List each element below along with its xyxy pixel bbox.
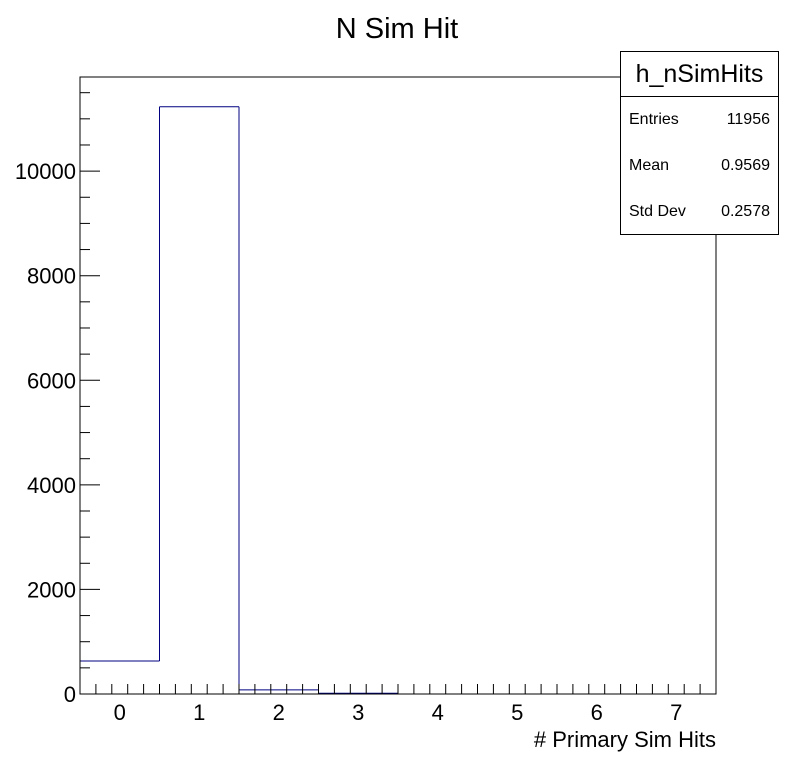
x-tick-label-2: 2	[273, 700, 285, 725]
stats-entries-label: Entries	[629, 111, 679, 128]
x-tick-label-6: 6	[591, 700, 603, 725]
stats-mean-label: Mean	[629, 157, 670, 174]
chart-title: N Sim Hit	[336, 13, 458, 45]
y-tick-label-10000: 10000	[15, 159, 76, 184]
y-tick-label-4000: 4000	[27, 473, 76, 498]
y-tick-label-6000: 6000	[27, 368, 76, 393]
stats-stddev-label: Std Dev	[629, 203, 686, 220]
x-tick-label-4: 4	[432, 700, 444, 725]
y-tick-label-0: 0	[64, 682, 76, 707]
stats-box: h_nSimHits Entries 11956 Mean 0.9569 Std…	[620, 51, 779, 235]
x-tick-label-1: 1	[193, 700, 205, 725]
x-tick-label-5: 5	[511, 700, 523, 725]
x-tick-label-0: 0	[114, 700, 126, 725]
stats-row-mean: Mean 0.9569	[621, 143, 778, 189]
plot-area: 0 2000 4000 6000 8000 10000 0 1 2 3 4 5 6 7	[15, 76, 717, 725]
x-tick-label-3: 3	[352, 700, 364, 725]
stats-mean-value: 0.9569	[721, 157, 770, 174]
x-axis-label: # Primary Sim Hits	[534, 727, 716, 752]
y-tick-label-8000: 8000	[27, 264, 76, 289]
stats-row-stddev: Std Dev 0.2578	[621, 189, 778, 235]
x-tick-label-7: 7	[670, 700, 682, 725]
stats-row-entries: Entries 11956	[621, 97, 778, 143]
stats-title: h_nSimHits	[621, 52, 778, 97]
y-tick-label-2000: 2000	[27, 577, 76, 602]
stats-entries-value: 11956	[726, 111, 770, 128]
stats-stddev-value: 0.2578	[721, 203, 770, 220]
